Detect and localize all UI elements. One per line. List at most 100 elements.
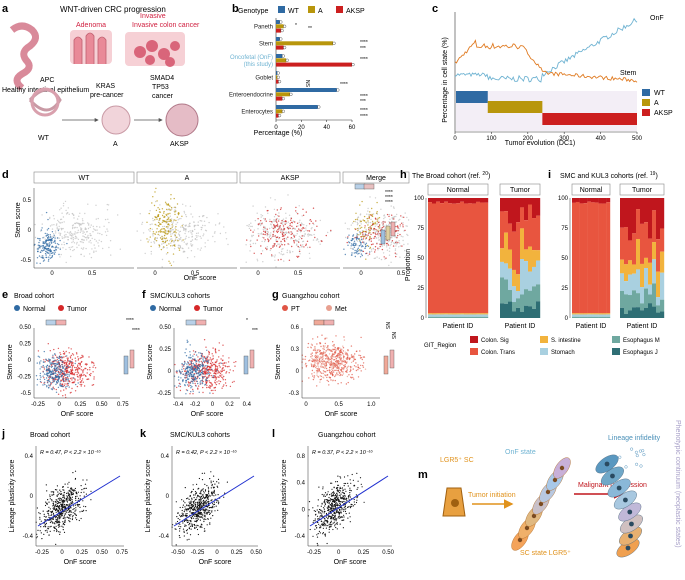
j-point — [61, 526, 62, 527]
d-point-bg — [190, 230, 191, 231]
d-point-bg — [177, 230, 178, 231]
d-point-bg — [298, 239, 299, 240]
i-bar-segment — [606, 314, 610, 316]
d-point-bg — [406, 217, 407, 218]
d-point-bg — [394, 243, 395, 244]
f-point-normal — [193, 363, 194, 364]
e-point-normal — [40, 375, 41, 376]
d-point-wt — [365, 246, 366, 247]
b-bar-point — [278, 80, 281, 83]
d-point-bg — [184, 228, 185, 229]
d-point-A — [177, 240, 178, 241]
d-point-AKSP — [276, 219, 277, 220]
f-point-normal — [179, 371, 180, 372]
e-point-tumor — [64, 363, 65, 364]
h-bar-segment — [436, 313, 440, 314]
e-point-tumor — [78, 358, 79, 359]
e-point-tumor — [77, 356, 78, 357]
d-point-A — [168, 218, 169, 219]
d-point-bg — [84, 236, 85, 237]
j-point — [58, 494, 59, 495]
e-xtick-label: -0.25 — [31, 402, 45, 408]
d-point-wt — [351, 254, 352, 255]
e-ytick-label: 0.25 — [19, 342, 31, 348]
d-point-bg — [379, 239, 380, 240]
d-point-WT — [47, 219, 48, 220]
d-point-aksp — [374, 228, 375, 229]
j-point — [70, 500, 71, 501]
g-point-pt — [327, 374, 328, 375]
j-point — [72, 499, 73, 500]
i-bar-segment — [644, 268, 648, 289]
d-point-bg — [95, 230, 96, 231]
hi-legend-title: GIT_Region — [424, 343, 456, 349]
e-point-normal — [60, 370, 61, 371]
d-point-bg — [80, 232, 81, 233]
d-point-WT — [38, 245, 39, 246]
d-point-bg — [303, 241, 304, 242]
d-point-bg — [86, 231, 87, 232]
c-xtick-label: 400 — [596, 136, 607, 142]
d-point-bg — [60, 208, 61, 209]
h-bar-segment — [528, 205, 532, 247]
j-point — [65, 500, 66, 501]
e-point-normal — [58, 366, 59, 367]
e-point-normal — [44, 379, 45, 380]
d-point-WT — [41, 229, 42, 230]
e-point-normal — [69, 371, 70, 372]
d-point-bg — [178, 219, 179, 220]
e-point-tumor — [71, 355, 72, 356]
e-point-normal — [48, 384, 49, 385]
k-point — [214, 484, 215, 485]
k-point — [184, 535, 185, 536]
g-point-pt — [331, 371, 332, 372]
g-point-pt — [335, 380, 336, 381]
d-point-AKSP — [260, 245, 261, 246]
j-point — [72, 509, 73, 510]
c-strip-wt — [456, 91, 488, 103]
d-point-bg — [384, 217, 385, 218]
d-point-bg — [73, 241, 74, 242]
d-point-a — [364, 220, 365, 221]
j-point — [58, 511, 59, 512]
j-point — [63, 500, 64, 501]
i-bar-segment — [636, 307, 640, 318]
d-point-AKSP — [279, 237, 280, 238]
h-bar-segment — [520, 312, 524, 318]
wt-label: WT — [38, 135, 50, 142]
b-significance: **** — [340, 82, 348, 88]
g-point-pt — [349, 359, 350, 360]
d-point-AKSP — [297, 223, 298, 224]
d-point-bg — [182, 224, 183, 225]
h-bar-segment — [452, 314, 456, 316]
e-point-normal — [68, 379, 69, 380]
i-bar-segment — [572, 203, 576, 313]
f-point-normal — [181, 363, 182, 364]
h-bar-segment — [484, 317, 488, 318]
d-point-bg — [72, 227, 73, 228]
g-point-met — [338, 354, 339, 355]
panel-letter-i: i — [548, 169, 551, 181]
panel-letter-a: a — [2, 3, 9, 15]
d-point-bg — [196, 233, 197, 234]
f-point-normal — [174, 385, 175, 386]
e-point-tumor — [43, 377, 44, 378]
d-point-AKSP — [284, 238, 285, 239]
e-point-normal — [48, 380, 49, 381]
d-point-AKSP — [263, 237, 264, 238]
h-bar-segment — [480, 314, 484, 316]
e-point-normal — [59, 364, 60, 365]
j-point — [82, 479, 83, 480]
e-xtick-label: 0.50 — [96, 402, 108, 408]
f-point-normal — [187, 342, 188, 343]
cancer-label: cancer — [152, 93, 174, 100]
d-point-bg — [355, 221, 356, 222]
g-point-pt — [336, 358, 337, 359]
g-point-pt — [341, 363, 342, 364]
d-point-aksp — [366, 253, 367, 254]
j-point — [78, 506, 79, 507]
d-point-bg — [84, 239, 85, 240]
e-point-normal — [54, 353, 55, 354]
j-point — [59, 490, 60, 491]
d-point-AKSP — [265, 231, 266, 232]
